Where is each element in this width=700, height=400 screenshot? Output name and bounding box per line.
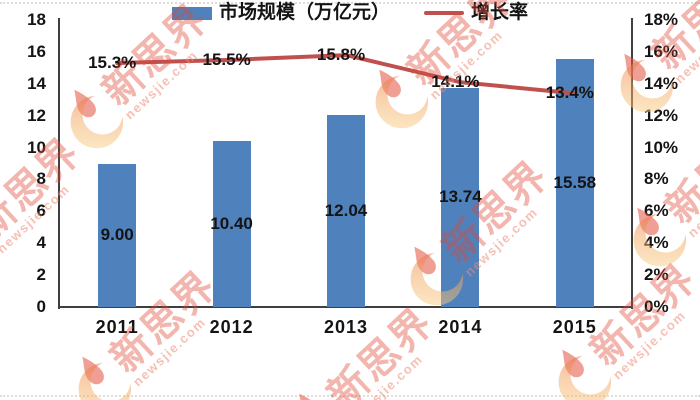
left-tick-label: 14 <box>27 73 46 93</box>
year-label: 2014 <box>438 317 483 337</box>
right-tick-label: 8% <box>644 169 669 189</box>
left-tick-label: 8 <box>36 169 46 189</box>
watermark-stamp: 新思界 newsjie.com <box>611 107 700 285</box>
market-size-legend-swatch <box>171 6 212 20</box>
year-label: 2015 <box>552 317 597 337</box>
right-tick-label: 0% <box>644 297 669 316</box>
bar-value-label: 15.58 <box>553 172 597 192</box>
legend: 市场规模（万亿元） 增长率 <box>0 0 700 26</box>
growth-rate-label: 13.4% <box>545 83 594 103</box>
growth-rate-legend-swatch <box>424 11 464 15</box>
left-tick-label: 0 <box>36 297 46 316</box>
left-tick-label: 2 <box>36 265 46 285</box>
right-tick-label: 16% <box>644 41 679 61</box>
bar-value-label: 10.40 <box>210 214 253 234</box>
bar-2013 <box>327 115 365 307</box>
bar-2012 <box>212 141 251 307</box>
bar-2011 <box>98 163 137 307</box>
left-axis-line <box>58 18 60 309</box>
left-tick-label: 16 <box>27 41 46 61</box>
bar-value-label: 13.74 <box>439 187 482 207</box>
growth-rate-legend-label: 增长率 <box>471 2 529 23</box>
year-label: 2011 <box>95 317 139 337</box>
right-tick-label: 6% <box>644 201 669 221</box>
right-tick-label: 4% <box>644 233 669 253</box>
growth-rate-label: 15.8% <box>316 45 366 65</box>
bar-value-label: 9.00 <box>100 225 134 245</box>
x-axis-line <box>58 306 633 308</box>
flame-icon <box>375 69 429 129</box>
right-tick-label: 12% <box>644 105 679 125</box>
watermark-domain-text: newsjie.com <box>684 165 700 241</box>
left-tick-label: 12 <box>27 105 46 125</box>
top-watermark-seam <box>0 2 700 4</box>
market-size-legend-label: 市场规模（万亿元） <box>218 2 390 23</box>
left-tick-label: 6 <box>36 201 46 221</box>
year-label: 2012 <box>209 317 254 337</box>
watermark-domain-text: newsjie.com <box>346 351 426 400</box>
left-tick-label: 18 <box>27 10 46 29</box>
watermark-stamp: 新思界 newsjie.com <box>273 293 456 400</box>
growth-rate-label: 15.3% <box>88 53 137 73</box>
growth-rate-label: 14.1% <box>431 72 480 92</box>
bar-2015 <box>555 58 594 307</box>
flame-icon <box>70 89 124 149</box>
right-tick-label: 2% <box>644 265 669 285</box>
bottom-watermark-seam <box>0 395 700 397</box>
flame-icon <box>0 209 12 301</box>
flame-icon <box>558 349 612 400</box>
right-tick-label: 14% <box>644 73 679 93</box>
left-tick-label: 10 <box>27 137 46 157</box>
left-tick-label: 4 <box>36 233 46 253</box>
right-tick-label: 18% <box>644 10 679 29</box>
right-axis-line <box>631 18 633 309</box>
right-tick-label: 10% <box>644 137 679 157</box>
flame-icon <box>78 356 132 400</box>
bar-value-label: 12.04 <box>324 201 368 220</box>
growth-rate-label: 15.5% <box>202 49 251 69</box>
year-label: 2013 <box>323 317 369 337</box>
